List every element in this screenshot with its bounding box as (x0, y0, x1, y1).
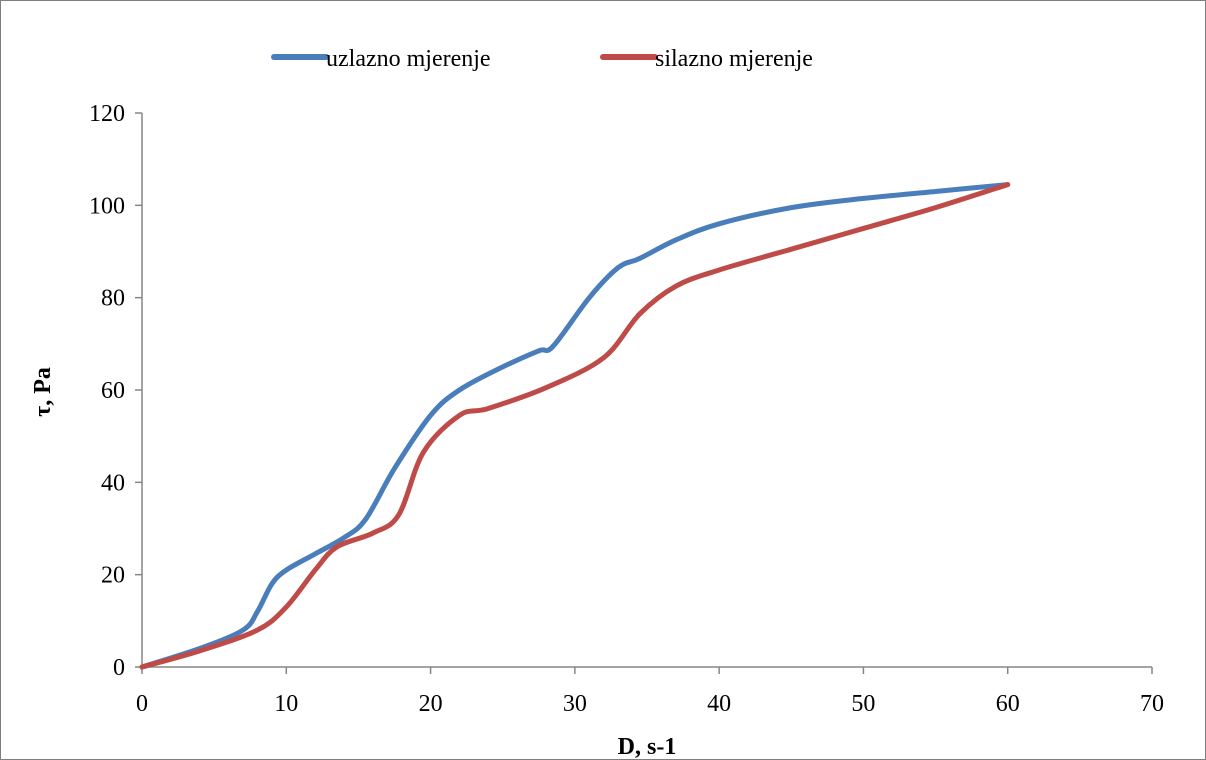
y-tick-label: 80 (101, 286, 125, 312)
series-line-uzlazno (139, 182, 1011, 670)
series-layer (139, 182, 1011, 670)
x-tick-label: 10 (274, 691, 298, 717)
y-tick-label: 20 (101, 563, 125, 589)
x-tick-label: 40 (707, 691, 731, 717)
y-axis-title: τ, Pa (30, 367, 56, 417)
legend-label-uzlazno: uzlazno mjerenje (326, 46, 491, 72)
legend-label-silazno: silazno mjerenje (655, 46, 813, 72)
x-tick-label: 20 (419, 691, 443, 717)
y-tick-label: 0 (113, 655, 125, 681)
x-tick-label: 30 (563, 691, 587, 717)
ticks: 0 20 40 60 80 100 120 0 10 20 30 40 50 60 70 (89, 101, 1164, 717)
y-tick-label: 100 (89, 193, 125, 219)
y-tick-label: 60 (101, 378, 125, 404)
y-tick-label: 120 (89, 101, 125, 127)
legend: uzlazno mjerenje silazno mjerenje (271, 46, 813, 72)
series-line-silazno (139, 182, 1011, 670)
x-tick-label: 70 (1140, 691, 1164, 717)
x-tick-label: 50 (851, 691, 875, 717)
axes (141, 113, 1152, 668)
x-axis-title: D, s-1 (618, 734, 677, 760)
x-tick-label: 0 (136, 691, 148, 717)
x-tick-label: 60 (996, 691, 1020, 717)
y-tick-label: 40 (101, 470, 125, 496)
